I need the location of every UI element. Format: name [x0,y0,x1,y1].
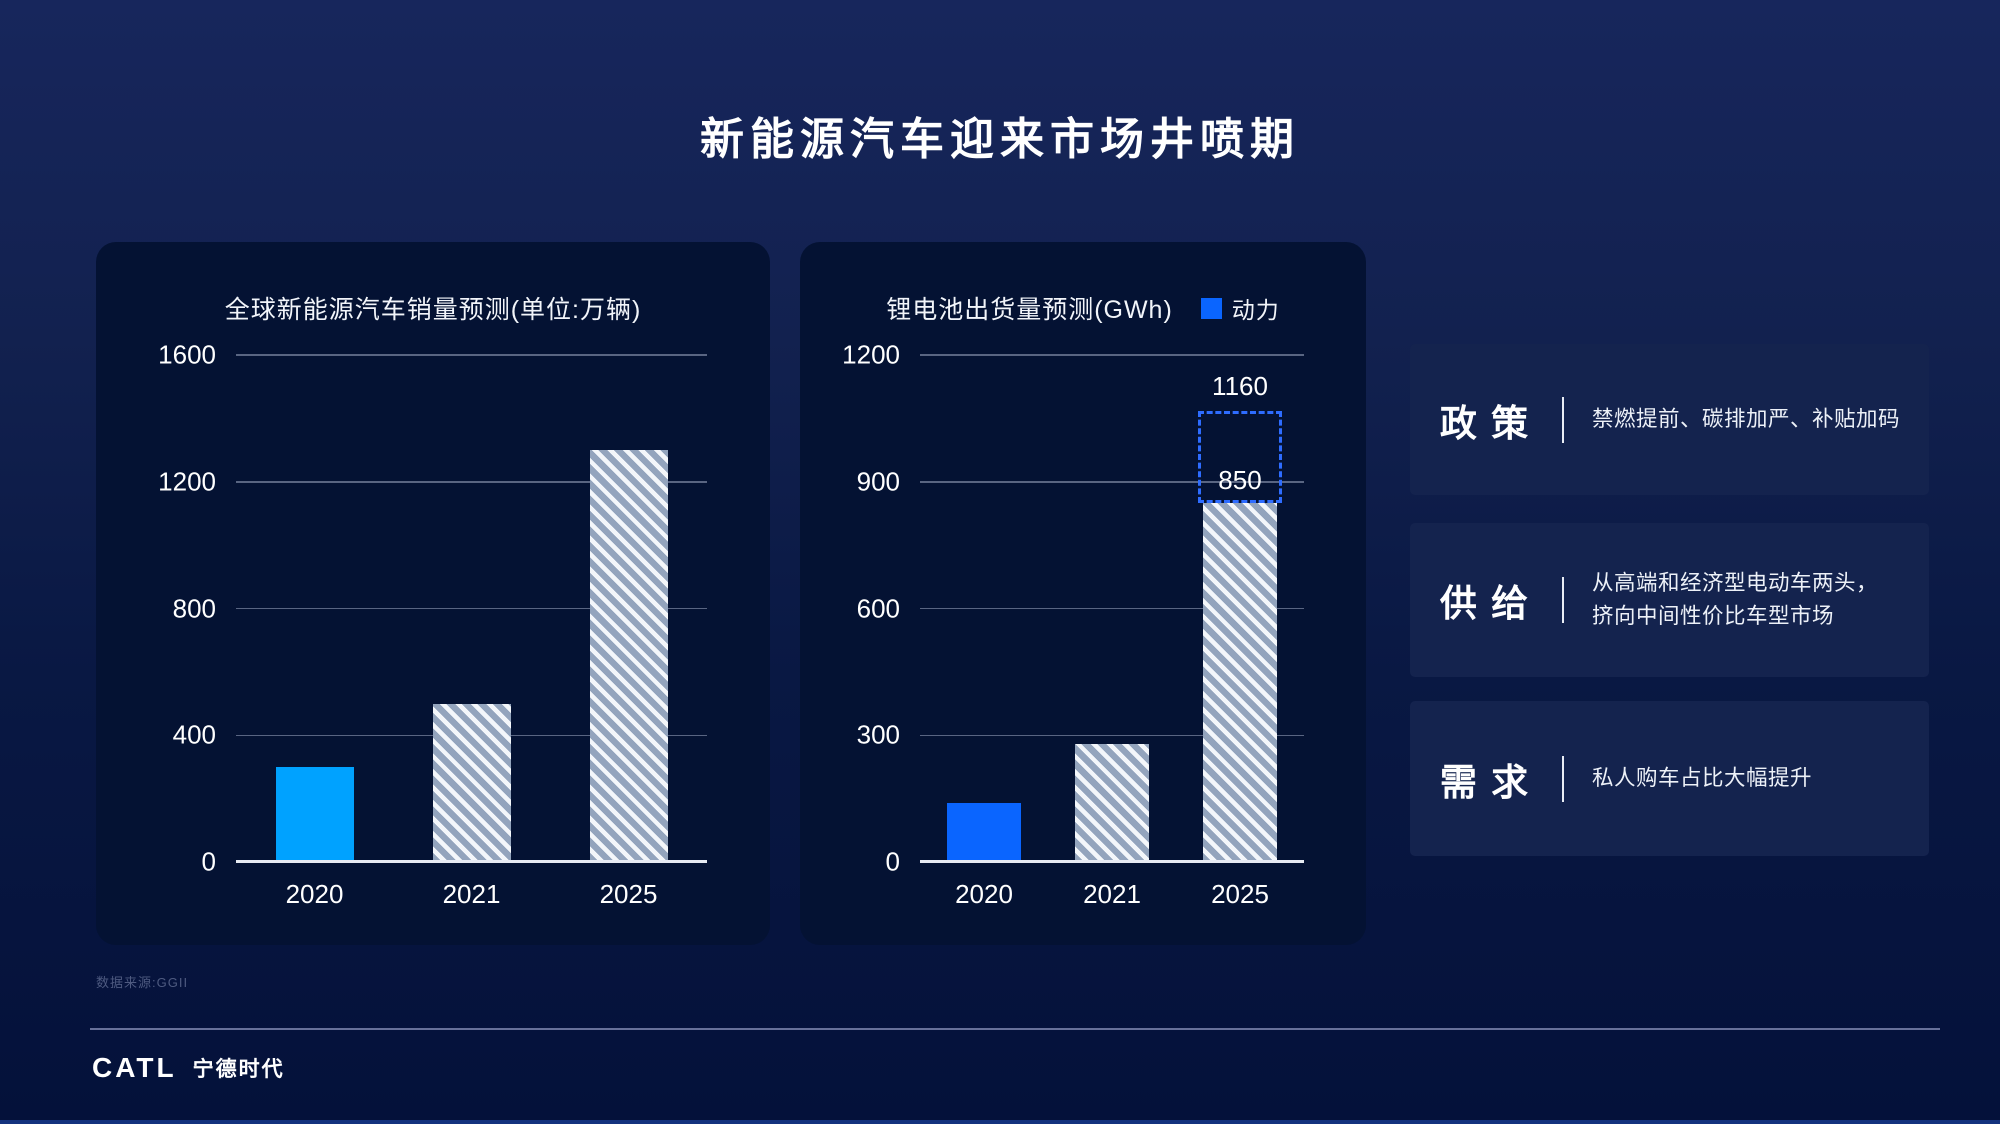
footer-divider [90,1028,1940,1030]
x-tick-label-2020: 2020 [955,879,1013,909]
y-tick-label-1600: 1600 [158,339,216,370]
chart-title-nev-sales: 全球新能源汽车销量预测(单位:万辆) [224,296,642,324]
info-panel-demand: 需 求 私人购车占比大幅提升 [1410,701,1929,856]
y-tick-label-600: 600 [856,593,900,623]
catl-logo-cn: 宁德时代 [192,1058,285,1081]
y-tick-label-300: 300 [856,719,900,750]
info-panel-supply: 供 给 从高端和经济型电动车两头， 挤向中间性价比车型市场 [1410,523,1929,677]
legend-swatch-icon [1200,297,1222,319]
chart-panel-nev-sales: 全球新能源汽车销量预测(单位:万辆) 0 400 800 1200 1600 2020 20… [96,242,770,945]
x-axis-line [236,860,707,863]
x-axis-line [920,860,1304,863]
desc-line: 禁燃提前、碳排加严、补贴加码 [1592,406,1901,431]
bar-2025 [589,450,668,862]
chart-plot-nev-sales: 0 400 800 1200 1600 2020 2021 2025 [158,340,707,909]
bar-2021 [1075,743,1149,862]
bottom-edge-accent [0,1120,2000,1124]
bar-2020 [947,802,1021,862]
catl-logo: CATL 宁德时代 [92,1052,285,1084]
vertical-divider [1562,577,1564,623]
bar-2021 [432,703,511,862]
data-label-bar: 850 [1218,464,1262,495]
info-panel-policy: 政 策 禁燃提前、碳排加严、补贴加码 [1410,344,1929,495]
bar-2025 [1203,502,1277,862]
chart-plot-battery: 0 300 600 900 1200 2020 2021 2025 1160 850 [842,340,1304,909]
bar-2020 [275,766,354,862]
x-tick-label-2025: 2025 [1211,879,1269,909]
gridline-1200 [236,481,707,483]
legend-label: 动力 [1231,297,1280,323]
x-tick-label-2020: 2020 [285,879,344,909]
y-tick-label-1200: 1200 [842,339,900,370]
info-panel-title: 供 给 [1439,583,1531,624]
data-label-total: 1160 [1212,371,1268,402]
gridline-1600 [236,354,707,356]
y-tick-label-0: 0 [885,846,900,877]
chart-title-row: 锂电池出货量预测(GWh) 动力 [800,290,1366,326]
data-source-note: 数据来源:GGII [96,975,189,990]
desc-line: 从高端和经济型电动车两头， [1592,570,1879,595]
desc-line: 挤向中间性价比车型市场 [1592,604,1835,628]
y-tick-label-1200: 1200 [158,466,216,497]
dashed-projection-box [1198,411,1282,503]
info-panel-desc: 禁燃提前、碳排加严、补贴加码 [1592,403,1900,436]
chart-panel-battery-shipments: 锂电池出货量预测(GWh) 动力 0 300 600 900 1200 2020 2021 2… [800,242,1366,945]
x-tick-label-2021: 2021 [1083,879,1141,909]
desc-line: 私人购车占比大幅提升 [1592,765,1813,790]
info-panel-title: 政 策 [1439,402,1531,444]
gridline-1200 [920,354,1304,356]
catl-logo-latin: CATL [92,1052,177,1083]
slide-title: 新能源汽车迎来市场井喷期 [700,115,1300,164]
y-tick-label-800: 800 [172,593,216,623]
info-panel-desc: 从高端和经济型电动车两头， 挤向中间性价比车型市场 [1592,567,1878,634]
gridline-300 [920,734,1304,736]
y-tick-label-0: 0 [201,846,216,877]
vertical-divider [1562,755,1564,802]
y-tick-label-400: 400 [172,719,216,750]
vertical-divider [1562,396,1564,443]
chart-title-row: 全球新能源汽车销量预测(单位:万辆) [96,290,770,326]
info-panel-desc: 私人购车占比大幅提升 [1592,762,1812,795]
x-tick-label-2021: 2021 [442,879,501,909]
gridline-600 [920,607,1304,610]
x-tick-label-2025: 2025 [599,879,658,909]
gridline-800 [236,607,707,610]
info-panel-title: 需 求 [1439,761,1531,803]
gridline-900 [920,481,1304,483]
chart-title-battery: 锂电池出货量预测(GWh) [886,296,1173,324]
legend: 动力 [1200,291,1280,325]
y-tick-label-900: 900 [856,466,900,497]
